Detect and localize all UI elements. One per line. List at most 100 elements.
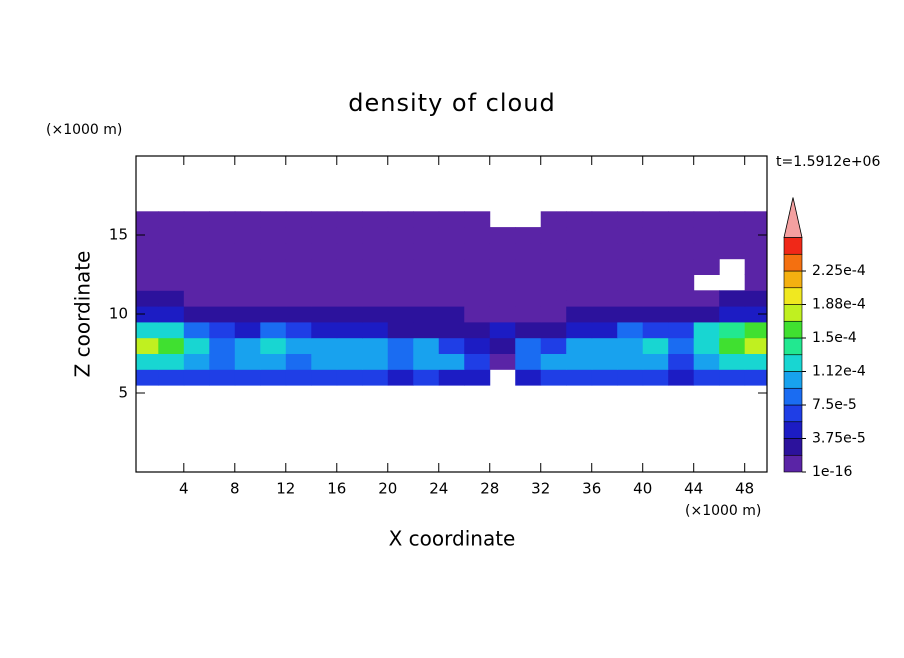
contour-cell bbox=[260, 321, 287, 339]
contour-cell bbox=[158, 290, 185, 307]
contour-cell bbox=[566, 274, 593, 291]
contour-cell bbox=[566, 337, 593, 354]
contour-cell bbox=[464, 369, 491, 386]
contour-cell bbox=[693, 337, 720, 354]
contour-cell bbox=[158, 321, 185, 339]
contour-cell bbox=[158, 274, 185, 291]
contour-cell bbox=[540, 369, 567, 386]
contour-cell bbox=[209, 353, 236, 370]
contour-cell bbox=[464, 337, 491, 354]
contour-cell bbox=[591, 242, 618, 260]
contour-cell bbox=[362, 274, 389, 291]
colorbar-label: 7.5e-5 bbox=[812, 397, 857, 413]
y-unit: (×1000 m) bbox=[46, 122, 122, 138]
x-unit: (×1000 m) bbox=[685, 503, 761, 519]
contour-cell bbox=[566, 227, 593, 244]
contour-cell bbox=[209, 227, 236, 244]
contour-cell bbox=[136, 353, 159, 370]
contour-cell bbox=[158, 242, 185, 260]
contour-cell bbox=[591, 321, 618, 339]
contour-cell bbox=[464, 211, 491, 228]
contour-cell bbox=[591, 211, 618, 228]
colorbar-band bbox=[783, 270, 803, 289]
contour-cell bbox=[285, 337, 312, 354]
contour-cell bbox=[540, 211, 567, 228]
contour-cell bbox=[183, 274, 210, 291]
colorbar-label: 1.12e-4 bbox=[812, 364, 866, 380]
colorbar-band bbox=[783, 320, 803, 339]
contour-cell bbox=[515, 369, 542, 386]
contour-cell bbox=[234, 211, 261, 228]
contour-cell bbox=[387, 242, 414, 260]
contour-cell bbox=[515, 227, 542, 244]
contour-cell bbox=[387, 306, 414, 323]
contour-cell bbox=[489, 274, 516, 291]
contour-cell bbox=[515, 353, 542, 370]
contour-cell bbox=[209, 274, 236, 291]
contour-cell bbox=[336, 353, 363, 370]
contour-cell bbox=[387, 274, 414, 291]
contour-cell bbox=[566, 306, 593, 323]
contour-cell bbox=[591, 337, 618, 354]
contour-cell bbox=[158, 211, 185, 228]
contour-cell bbox=[285, 369, 312, 386]
x-tick-label: 4 bbox=[179, 480, 189, 498]
contour-cell bbox=[489, 353, 516, 370]
contour-cell bbox=[642, 306, 669, 323]
contour-cell bbox=[260, 337, 287, 354]
contour-cell bbox=[744, 227, 768, 244]
contour-cell bbox=[719, 369, 746, 386]
y-tick-label: 15 bbox=[109, 226, 128, 244]
contour-cell bbox=[183, 369, 210, 386]
contour-cell bbox=[617, 353, 644, 370]
contour-cell bbox=[260, 258, 287, 275]
contour-cell bbox=[515, 242, 542, 260]
contour-cell bbox=[591, 227, 618, 244]
contour-cell bbox=[336, 306, 363, 323]
contour-cell bbox=[336, 290, 363, 307]
contour-cell bbox=[336, 211, 363, 228]
colorbar-band bbox=[783, 354, 803, 372]
colorbar-label: 1.88e-4 bbox=[812, 297, 866, 313]
contour-cell bbox=[566, 369, 593, 386]
contour-cell bbox=[311, 258, 338, 275]
contour-cell bbox=[209, 306, 236, 323]
contour-cell bbox=[617, 227, 644, 244]
contour-cell bbox=[464, 353, 491, 370]
x-tick-label: 24 bbox=[429, 480, 448, 498]
contour-cell bbox=[744, 306, 768, 323]
contour-cell bbox=[136, 321, 159, 339]
contour-cell bbox=[668, 274, 695, 291]
x-tick-label: 32 bbox=[531, 480, 550, 498]
contour-cell bbox=[668, 242, 695, 260]
contour-cell bbox=[260, 242, 287, 260]
colorbar-band bbox=[783, 237, 803, 255]
contour-cell bbox=[336, 258, 363, 275]
x-tick-label: 40 bbox=[633, 480, 652, 498]
contour-cell bbox=[285, 274, 312, 291]
contour-cell bbox=[234, 274, 261, 291]
contour-cell bbox=[158, 306, 185, 323]
contour-cell bbox=[234, 290, 261, 307]
contour-cell bbox=[158, 337, 185, 354]
contour-cell bbox=[285, 353, 312, 370]
contour-cell bbox=[489, 258, 516, 275]
contour-cell bbox=[744, 353, 768, 370]
contour-cell bbox=[693, 211, 720, 228]
contour-cell bbox=[744, 337, 768, 354]
contour-cell bbox=[668, 306, 695, 323]
contour-cell bbox=[489, 290, 516, 307]
colorbar-band bbox=[783, 404, 803, 423]
contour-cell bbox=[362, 353, 389, 370]
contour-cell bbox=[387, 337, 414, 354]
y-tick-label: 5 bbox=[118, 384, 128, 402]
contour-cell bbox=[566, 321, 593, 339]
contour-cell bbox=[260, 274, 287, 291]
contour-cell bbox=[515, 306, 542, 323]
contour-cell bbox=[183, 242, 210, 260]
contour-cell bbox=[234, 353, 261, 370]
contour-cell bbox=[489, 337, 516, 354]
contour-cell bbox=[234, 227, 261, 244]
contour-cell bbox=[387, 321, 414, 339]
contour-cell bbox=[183, 321, 210, 339]
